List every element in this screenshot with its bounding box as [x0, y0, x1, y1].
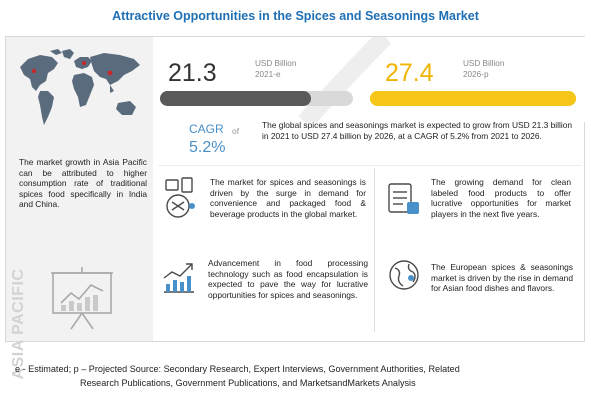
footnote-line1: e - Estimated; p – Projected Source: Sec…	[15, 364, 460, 374]
bar-2021-fill	[160, 91, 311, 106]
growth-chart-icon	[163, 263, 194, 293]
asia-pacific-description: The market growth in Asia Pacific can be…	[19, 157, 147, 210]
region-label: ASIA PACIFIC	[8, 269, 30, 380]
metrics-panel	[155, 37, 585, 122]
cagr-label: CAGR	[189, 122, 224, 136]
world-map-icon	[20, 49, 140, 125]
value-2021: 21.3	[168, 59, 217, 87]
card-europe-text: The European spices & seasonings market …	[431, 262, 573, 294]
cagr-value: 5.2%	[189, 139, 226, 156]
unit-2021-line1: USD Billion	[255, 59, 297, 68]
footnote: e - Estimated; p – Projected Source: Sec…	[15, 362, 585, 390]
market-summary: The global spices and seasonings market …	[262, 120, 573, 141]
card-processing-text: Advancement in food processing technolog…	[208, 258, 368, 301]
decorative-arcs	[298, 37, 392, 122]
bar-2026-fill	[370, 91, 576, 106]
page-title: Attractive Opportunities in the Spices a…	[112, 9, 479, 23]
divider-vertical	[374, 168, 375, 332]
left-panel: The market growth in Asia Pacific can be…	[6, 37, 153, 379]
card-clean-label-text: The growing demand for clean labeled foo…	[431, 177, 571, 220]
footnote-line2: Research Publications, Government Public…	[80, 378, 416, 388]
card-convenience-text: The market for spices and seasonings is …	[210, 177, 366, 220]
presentation-chart-icon	[51, 267, 113, 330]
globe-icon	[389, 260, 419, 290]
cagr-of: of	[232, 126, 240, 136]
unit-2021-line2: 2021-e	[255, 70, 281, 79]
value-2026: 27.4	[385, 59, 434, 87]
clean-label-icon	[388, 183, 419, 214]
unit-2026-line1: USD Billion	[463, 59, 505, 68]
unit-2026-line2: 2026-p	[463, 70, 489, 79]
divider-top	[158, 165, 582, 166]
bar-2026-track	[370, 91, 576, 106]
bar-2021-track	[160, 91, 353, 106]
food-package-icon	[165, 177, 195, 218]
